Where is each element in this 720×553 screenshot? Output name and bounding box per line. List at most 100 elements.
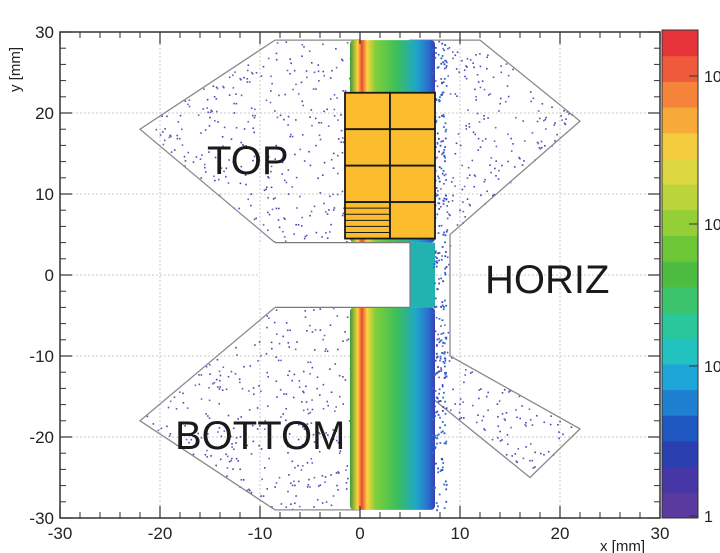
hit-dot: [161, 115, 163, 118]
hit-dot: [334, 363, 337, 365]
colorbar-swatch: [662, 286, 698, 314]
hit-dot: [324, 350, 326, 353]
hit-dot: [329, 324, 332, 326]
edge-hit: [438, 400, 441, 403]
hit-dot: [163, 139, 166, 142]
hit-dot: [321, 236, 323, 238]
hit-dot: [441, 255, 443, 257]
edge-hit: [439, 416, 441, 419]
x-tick-label: -10: [248, 524, 273, 543]
hit-dot: [242, 143, 244, 146]
hit-dot: [290, 503, 292, 506]
hit-dot: [440, 188, 442, 190]
hit-dot: [200, 437, 203, 439]
hit-dot: [534, 466, 536, 468]
edge-hit: [443, 432, 446, 435]
hit-dot: [506, 443, 509, 446]
hit-dot: [216, 87, 219, 90]
x-tick-label: -30: [48, 524, 73, 543]
hit-dot: [446, 205, 448, 207]
edge-hit: [433, 306, 436, 309]
x-axis-title: x [mm]: [600, 538, 645, 553]
hit-dot: [517, 447, 520, 450]
hit-dot: [564, 123, 567, 126]
hit-dot: [480, 194, 482, 197]
hit-dot: [266, 371, 269, 374]
hit-dot: [249, 365, 252, 367]
edge-hit: [436, 434, 439, 437]
hit-dot: [265, 352, 268, 355]
hit-dot: [275, 482, 278, 484]
hit-dot: [335, 48, 337, 50]
hit-dot: [288, 346, 291, 348]
hit-dot: [293, 480, 295, 483]
hit-dot: [253, 155, 256, 158]
hit-dot: [218, 402, 221, 405]
hit-dot: [208, 386, 210, 389]
edge-hit: [441, 91, 444, 94]
hit-dot: [464, 369, 467, 371]
edge-hit: [434, 56, 437, 59]
hit-dot: [291, 379, 293, 382]
edge-hit: [437, 252, 439, 255]
hit-dot: [475, 421, 478, 424]
hit-dot: [278, 342, 281, 345]
hit-dot: [270, 341, 273, 344]
edge-hit: [441, 115, 444, 117]
hit-dot: [301, 43, 304, 46]
hit-dot: [258, 385, 260, 387]
hit-dot: [304, 235, 307, 238]
edge-hit: [444, 160, 446, 163]
hit-dot: [446, 229, 449, 231]
hit-dot: [505, 453, 508, 456]
edge-hit: [432, 58, 435, 61]
hit-dot: [209, 116, 211, 119]
hit-dot: [344, 90, 347, 92]
hit-dot: [332, 307, 335, 310]
edge-hit: [444, 412, 447, 415]
hit-dot: [449, 214, 451, 217]
hit-dot: [297, 464, 299, 467]
hit-dot: [288, 474, 290, 476]
x-tick-label: 10: [451, 524, 470, 543]
hit-dot: [497, 178, 500, 180]
edge-hit: [442, 406, 445, 408]
hit-dot: [536, 141, 539, 144]
hit-dot: [288, 433, 291, 435]
edge-hit: [434, 46, 437, 49]
hit-dot: [497, 415, 499, 418]
hit-dot: [531, 459, 534, 462]
hit-dot: [492, 194, 494, 197]
edge-hit: [437, 366, 439, 368]
edge-hit: [443, 357, 446, 360]
hit-dot: [246, 444, 248, 447]
edge-hit: [436, 213, 439, 216]
edge-hit: [437, 137, 440, 140]
hit-dot: [326, 400, 329, 403]
hit-dot: [239, 436, 242, 438]
edge-hit: [443, 299, 446, 302]
hit-dot: [325, 211, 327, 213]
hit-dot: [239, 182, 242, 185]
hit-dot: [489, 93, 492, 95]
hit-dot: [434, 256, 437, 258]
hit-dot: [329, 231, 331, 233]
hit-dot: [498, 110, 500, 112]
hit-dot: [265, 99, 268, 102]
hit-dot: [182, 401, 185, 404]
edge-hit: [435, 462, 437, 465]
edge-hit: [436, 442, 438, 445]
hit-dot: [487, 117, 489, 119]
edge-hit: [442, 126, 445, 128]
hit-dot: [540, 140, 543, 143]
hit-dot: [477, 414, 479, 416]
hit-dot: [330, 438, 332, 441]
edge-hit: [441, 352, 444, 354]
hit-dot: [341, 214, 344, 217]
hit-dot: [475, 95, 477, 98]
hit-dot: [179, 114, 182, 117]
hit-dot: [325, 232, 327, 234]
hit-dot: [440, 325, 442, 327]
hit-dot: [543, 421, 546, 424]
hit-dot: [446, 351, 449, 354]
